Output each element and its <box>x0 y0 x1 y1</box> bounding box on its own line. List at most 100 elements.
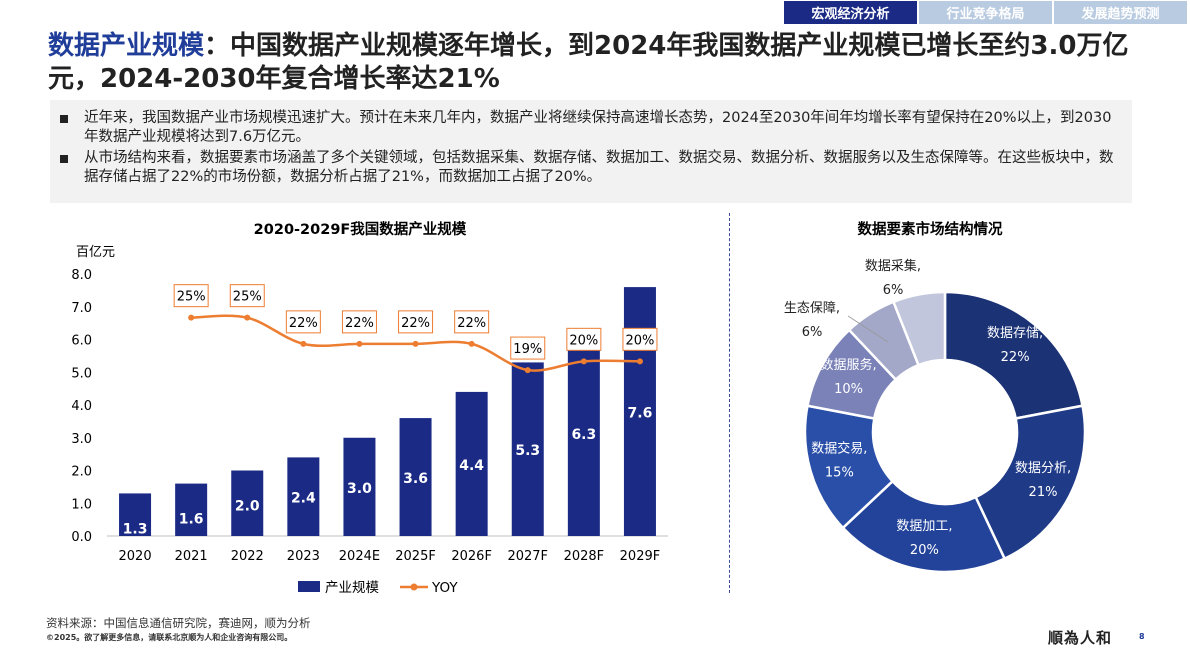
bullet-item: 从市场结构来看，数据要素市场涵盖了多个关键领域，包括数据采集、数据存储、数据加工… <box>60 149 1120 187</box>
bar-value-label: 1.6 <box>179 512 204 528</box>
title-rest: ：中国数据产业规模逐年增长，到2024年我国数据产业规模已增长至约3.0万亿元，… <box>48 31 1129 94</box>
x-tick-label: 2021 <box>175 549 208 564</box>
yoy-label-box <box>454 310 490 334</box>
pie-value-label: 6% <box>883 283 904 298</box>
pie-slice <box>943 290 1084 420</box>
bar <box>455 391 488 536</box>
bar-value-label: 6.3 <box>571 427 596 443</box>
x-tick-label: 2022 <box>231 549 264 564</box>
pie-value-label: 21% <box>1029 485 1058 500</box>
bar <box>231 470 264 536</box>
pie-slice <box>973 404 1087 561</box>
yoy-value-label: 25% <box>177 290 206 305</box>
bar-value-label: 4.4 <box>459 458 484 474</box>
yoy-value-label: 22% <box>345 316 374 331</box>
tab-macro[interactable]: 宏观经济分析 <box>784 1 917 24</box>
bullet-item: 近年来，我国数据产业市场规模迅速扩大。预计在未来几年内，数据产业将继续保持高速增… <box>60 109 1120 147</box>
x-tick-label: 2029F <box>620 549 661 564</box>
pie-label: 数据采集, <box>865 258 921 274</box>
yoy-point <box>244 314 251 321</box>
yoy-label-box <box>566 327 602 351</box>
pie-label: 数据交易, <box>811 441 867 457</box>
x-tick-label: 2026F <box>451 549 492 564</box>
pie-value-label: 20% <box>910 543 939 558</box>
x-tick-label: 2025F <box>395 549 436 564</box>
y-tick-label: 3.0 <box>71 432 92 447</box>
pie-value-label: 6% <box>802 325 823 340</box>
y-tick-label: 6.0 <box>71 334 92 349</box>
yoy-value-label: 22% <box>289 316 318 331</box>
yoy-point <box>300 340 307 347</box>
bar-value-label: 1.3 <box>123 521 148 537</box>
divider <box>729 213 730 593</box>
yoy-value-label: 22% <box>457 316 486 331</box>
bar-value-label: 2.4 <box>291 491 316 507</box>
pie-value-label: 15% <box>825 466 854 481</box>
x-tick-label: 2024E <box>339 549 380 564</box>
yoy-value-label: 25% <box>233 290 262 305</box>
y-tick-label: 5.0 <box>71 366 92 381</box>
pie-value-label: 10% <box>834 382 863 397</box>
pie-label: 生态保障, <box>784 301 840 316</box>
copyright: ©2025。欲了解更多信息，请联系北京顺为人和企业咨询有限公司。 <box>46 633 293 642</box>
source-note: 资料来源：中国信息通信研究院，赛迪网，顺为分析 <box>46 616 311 630</box>
pie-chart-title: 数据要素市场结构情况 <box>858 220 1003 238</box>
legend-bar-label: 产业规模 <box>325 580 379 596</box>
bar-chart-title: 2020-2029F我国数据产业规模 <box>254 220 467 238</box>
bar-value-label: 7.6 <box>628 406 653 422</box>
pie-label: 数据分析, <box>1015 461 1071 476</box>
yoy-label-box <box>398 310 434 334</box>
page-number: 8 <box>1139 632 1145 641</box>
y-tick-label: 0.0 <box>71 530 92 545</box>
x-tick-label: 2027F <box>507 549 548 564</box>
logo: 順為人和 <box>1048 629 1113 647</box>
bullet-text: 近年来，我国数据产业市场规模迅速扩大。预计在未来几年内，数据产业将继续保持高速增… <box>84 110 1112 145</box>
yoy-label-box <box>510 336 546 360</box>
yoy-label-box <box>285 310 321 334</box>
y-tick-label: 7.0 <box>71 301 92 316</box>
yoy-value-label: 19% <box>513 342 542 357</box>
legend-line-label: YOY <box>431 580 458 596</box>
yoy-point <box>580 358 587 365</box>
bar-value-label: 3.0 <box>347 481 372 497</box>
yoy-point <box>468 340 475 347</box>
y-axis-label: 百亿元 <box>76 245 115 260</box>
pie-label: 数据服务, <box>821 357 877 373</box>
bar <box>287 457 320 536</box>
yoy-value-label: 22% <box>401 316 430 331</box>
title-highlight: 数据产业规模 <box>48 31 205 61</box>
bullet-text: 从市场结构来看，数据要素市场涵盖了多个关键领域，包括数据采集、数据存储、数据加工… <box>84 150 1114 185</box>
y-tick-label: 4.0 <box>71 399 92 414</box>
bar <box>119 493 152 536</box>
bar <box>175 483 208 536</box>
tab-trend[interactable]: 发展趋势预测 <box>1054 1 1187 24</box>
yoy-value-label: 20% <box>625 333 654 348</box>
nav-tabs: 宏观经济分析 行业竞争格局 发展趋势预测 <box>784 1 1187 24</box>
yoy-label-box <box>622 327 658 351</box>
yoy-value-label: 20% <box>569 333 598 348</box>
tab-competition[interactable]: 行业竞争格局 <box>919 1 1052 24</box>
pie-slice <box>891 290 947 367</box>
y-tick-label: 1.0 <box>71 497 92 512</box>
bar-value-label: 3.6 <box>403 471 428 487</box>
yoy-point <box>356 340 363 347</box>
leader-line <box>847 315 889 343</box>
yoy-point <box>636 358 643 365</box>
pie-slice <box>841 479 1007 574</box>
pie-label: 数据存储, <box>987 326 1043 341</box>
bar-value-label: 2.0 <box>235 499 260 515</box>
x-tick-label: 2028F <box>564 549 605 564</box>
page-title: 数据产业规模：中国数据产业规模逐年增长，到2024年我国数据产业规模已增长至约3… <box>48 30 1168 96</box>
bar <box>511 362 544 536</box>
y-tick-label: 8.0 <box>71 268 92 283</box>
bar <box>343 437 376 536</box>
summary-box: 近年来，我国数据产业市场规模迅速扩大。预计在未来几年内，数据产业将继续保持高速增… <box>50 100 1132 203</box>
bullet-icon <box>60 115 68 123</box>
yoy-label-box <box>173 284 209 308</box>
yoy-label-box <box>229 284 265 308</box>
yoy-point <box>188 314 195 321</box>
bar <box>399 418 432 536</box>
y-tick-label: 2.0 <box>71 465 92 480</box>
bar-value-label: 5.3 <box>515 443 540 459</box>
